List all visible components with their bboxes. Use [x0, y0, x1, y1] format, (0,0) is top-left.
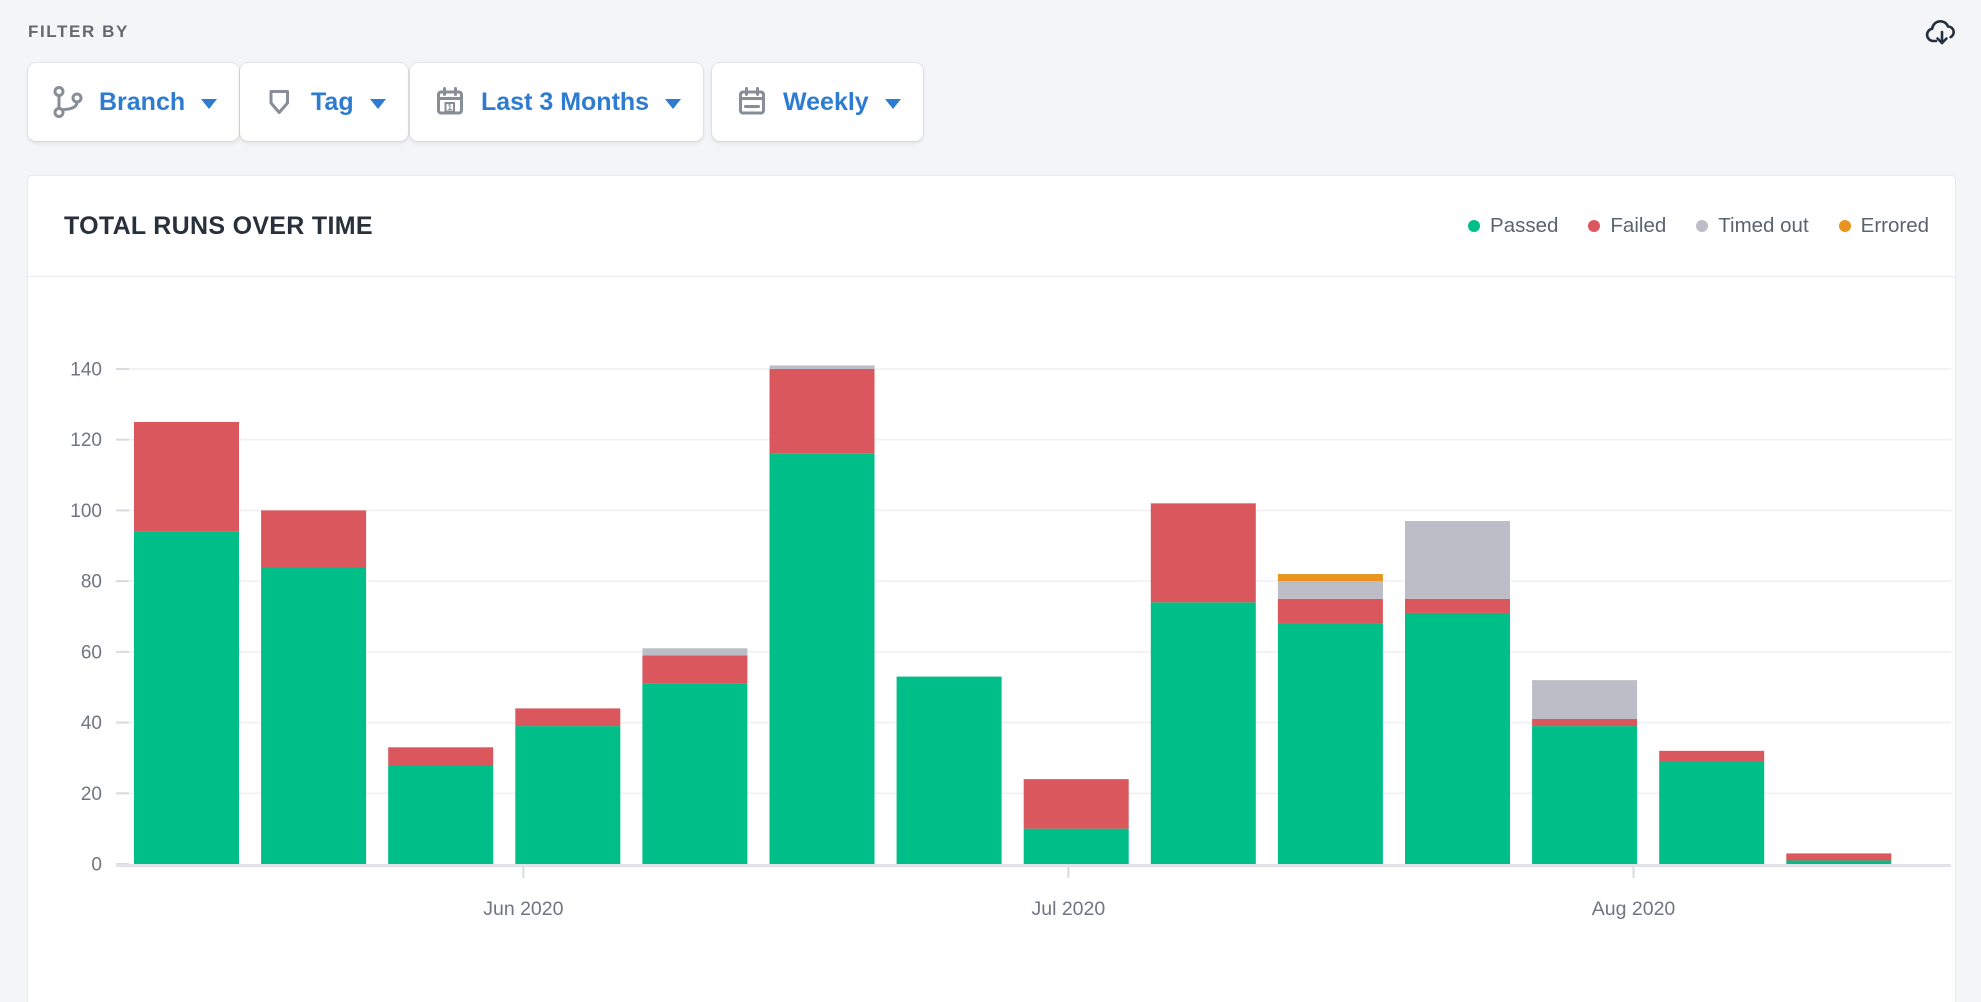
chevron-down-icon: [665, 98, 682, 109]
legend-item-failed[interactable]: Failed: [1588, 214, 1666, 238]
total-runs-card: TOTAL RUNS OVER TIME Passed Failed Timed…: [27, 175, 1956, 1002]
svg-text:140: 140: [70, 359, 102, 380]
svg-text:Jul 2020: Jul 2020: [1031, 898, 1105, 920]
card-body: 0 20 40 60 80 100 120 140 Jun 2020 Jul 2020 Aug 20…: [28, 277, 1955, 1002]
errored-dot-icon: [1838, 220, 1851, 232]
date-range-filter-button[interactable]: 1 Last 3 Months: [410, 63, 704, 141]
svg-text:80: 80: [81, 572, 102, 593]
tag-icon: [269, 90, 289, 114]
card-title: TOTAL RUNS OVER TIME: [64, 211, 373, 240]
svg-text:Aug 2020: Aug 2020: [1592, 898, 1676, 920]
legend-label: Passed: [1490, 214, 1559, 237]
chart-legend: Passed Failed Timed out Errored: [1468, 214, 1929, 238]
total-runs-chart[interactable]: 0 20 40 60 80 100 120 140 Jun 2020 Jul 2020 Aug 20…: [28, 277, 1956, 1002]
svg-text:20: 20: [81, 784, 102, 805]
date-range-filter-label: Last 3 Months: [481, 87, 650, 116]
download-button[interactable]: [1920, 12, 1964, 56]
svg-text:40: 40: [81, 713, 102, 734]
chevron-down-icon: [884, 98, 901, 109]
chevron-down-icon: [201, 98, 218, 109]
git-branch-icon: [53, 86, 83, 118]
interval-filter-button[interactable]: Weekly: [712, 63, 923, 141]
svg-text:0: 0: [91, 855, 102, 876]
legend-label: Failed: [1610, 214, 1667, 237]
legend-label: Errored: [1860, 214, 1929, 237]
tag-filter-label: Tag: [311, 87, 354, 116]
svg-text:Jun 2020: Jun 2020: [483, 898, 563, 920]
passed-dot-icon: [1468, 220, 1481, 232]
legend-label: Timed out: [1718, 214, 1809, 237]
svg-text:1: 1: [447, 102, 452, 112]
svg-text:120: 120: [70, 430, 102, 451]
legend-item-passed[interactable]: Passed: [1468, 214, 1558, 238]
interval-filter-label: Weekly: [783, 87, 869, 116]
svg-text:60: 60: [81, 642, 102, 663]
calendar-date-icon: 1: [437, 87, 463, 115]
svg-text:100: 100: [70, 501, 102, 522]
filter-by-label: FILTER BY: [28, 22, 129, 41]
chevron-down-icon: [369, 98, 386, 109]
branch-filter-button[interactable]: Branch: [28, 63, 240, 141]
failed-dot-icon: [1588, 220, 1601, 232]
cloud-download-icon: [1925, 20, 1955, 45]
timed-out-dot-icon: [1696, 220, 1709, 232]
legend-item-errored[interactable]: Errored: [1838, 214, 1929, 238]
legend-item-timed-out[interactable]: Timed out: [1696, 214, 1809, 238]
card-header: TOTAL RUNS OVER TIME Passed Failed Timed…: [28, 176, 1955, 277]
branch-filter-label: Branch: [99, 87, 186, 116]
calendar-week-icon: [739, 87, 765, 115]
tag-filter-button[interactable]: Tag: [240, 63, 408, 141]
